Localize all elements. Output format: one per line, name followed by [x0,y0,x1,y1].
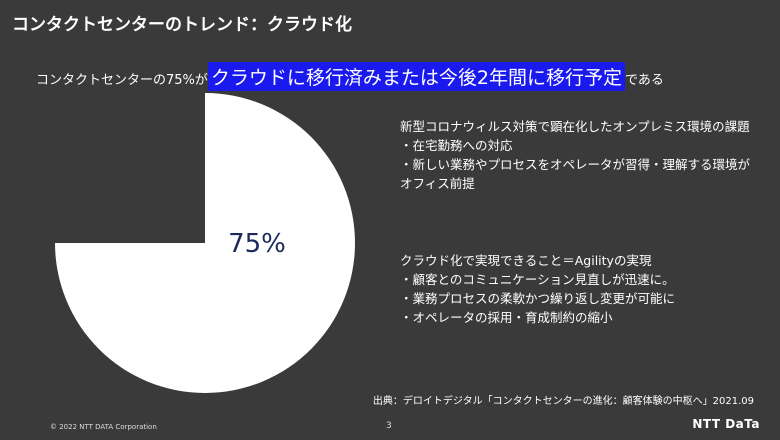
pie-chart: 75% [50,93,370,413]
agility-line: クラウド化で実現できること＝Agilityの実現 [400,253,652,268]
agility-line: ・顧客とのコミュニケーション見直しが迅速に。 [400,272,675,287]
agility-line: ・業務プロセスの柔軟かつ繰り返し変更が可能に [400,291,676,306]
issues-line: オフィス前提 [400,176,475,191]
pie-slice-1 [55,93,205,243]
page-number: 3 [386,421,392,431]
issues-line: ・新しい業務やプロセスをオペレータが習得・理解する環境が [400,157,751,172]
pie-slice-label: 75% [228,229,286,259]
pie-svg: 75% [55,93,355,393]
issues-line: 新型コロナウィルス対策で顕在化したオンプレミス環境の課題 [400,119,750,134]
issues-line: ・在宅勤務への対応 [400,138,513,153]
company-logo: NTT DaTa [692,417,760,431]
agility-block: クラウド化で実現できること＝Agilityの実現 ・顧客とのコミュニケーション見… [400,251,675,327]
headline-post: である [625,73,664,88]
slide-title: コンタクトセンターのトレンド：クラウド化 [12,15,352,35]
source-citation: 出典：デロイトデジタル「コンタクトセンターの進化：顧客体験の中枢へ」2021.0… [372,396,754,407]
copyright: © 2022 NTT DATA Corporation [50,423,157,431]
headline-highlight: クラウドに移行済みまたは今後2年間に移行予定 [207,62,625,91]
agility-line: ・オペレータの採用・育成制約の縮小 [400,310,613,325]
headline: コンタクトセンターの75%が クラウドに移行済みまたは今後2年間に移行予定 である [36,62,664,91]
headline-pre: コンタクトセンターの75%が [36,73,208,88]
issues-block: 新型コロナウィルス対策で顕在化したオンプレミス環境の課題 ・在宅勤務への対応 ・… [400,117,750,193]
